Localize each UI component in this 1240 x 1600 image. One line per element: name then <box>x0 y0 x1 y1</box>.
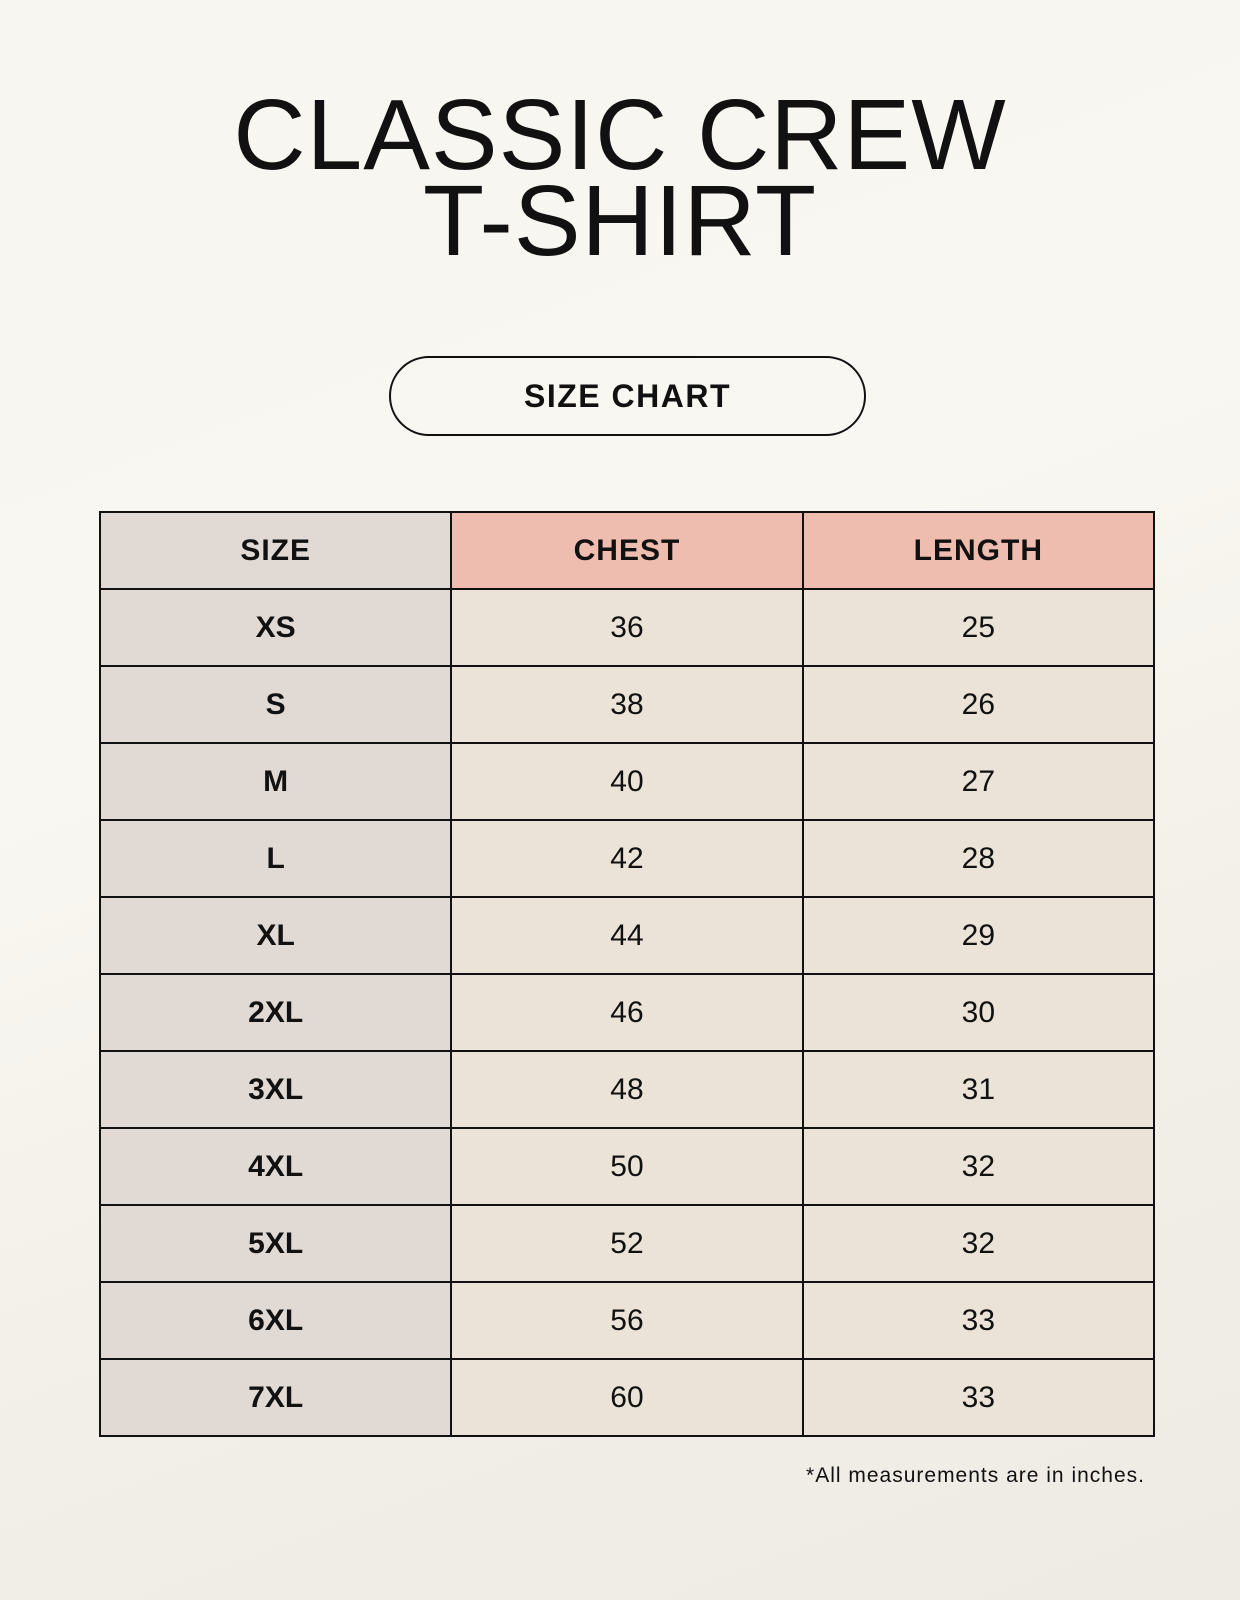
table-header-row: SIZE CHEST LENGTH <box>98 511 1156 590</box>
table-row: 2XL 46 30 <box>98 973 1156 1052</box>
length-cell: 33 <box>801 1358 1156 1437</box>
size-chart-badge: SIZE CHART <box>389 356 866 436</box>
chest-cell: 42 <box>450 819 804 898</box>
length-cell: 28 <box>801 819 1156 898</box>
table-row: XS 36 25 <box>98 588 1156 667</box>
size-cell: L <box>98 819 453 898</box>
length-cell: 30 <box>801 973 1156 1052</box>
size-cell: XL <box>98 896 453 975</box>
chest-cell: 46 <box>450 973 804 1052</box>
size-cell: M <box>98 742 453 821</box>
size-cell: XS <box>98 588 453 667</box>
size-cell: 7XL <box>98 1358 453 1437</box>
table-row: 3XL 48 31 <box>98 1050 1156 1129</box>
size-table: SIZE CHEST LENGTH XS 36 25 S 38 26 M 40 27 L 42 28 X… <box>98 511 1156 1437</box>
table-row: 5XL 52 32 <box>98 1204 1156 1283</box>
header-chest: CHEST <box>450 511 804 590</box>
chest-cell: 56 <box>450 1281 804 1360</box>
chest-cell: 38 <box>450 665 804 744</box>
length-cell: 32 <box>801 1127 1156 1206</box>
length-cell: 26 <box>801 665 1156 744</box>
length-cell: 27 <box>801 742 1156 821</box>
footnote: *All measurements are in inches. <box>806 1464 1145 1487</box>
table-row: L 42 28 <box>98 819 1156 898</box>
length-cell: 31 <box>801 1050 1156 1129</box>
chest-cell: 44 <box>450 896 804 975</box>
table-row: 4XL 50 32 <box>98 1127 1156 1206</box>
title-line-2: T-SHIRT <box>422 165 818 277</box>
size-cell: 2XL <box>98 973 453 1052</box>
header-length: LENGTH <box>801 511 1156 590</box>
length-cell: 32 <box>801 1204 1156 1283</box>
title-line-1: CLASSIC CREW <box>233 79 1007 191</box>
table-row: S 38 26 <box>98 665 1156 744</box>
header-size: SIZE <box>98 511 453 590</box>
length-cell: 25 <box>801 588 1156 667</box>
table-row: 6XL 56 33 <box>98 1281 1156 1360</box>
size-cell: S <box>98 665 453 744</box>
size-cell: 3XL <box>98 1050 453 1129</box>
chest-cell: 40 <box>450 742 804 821</box>
size-cell: 4XL <box>98 1127 453 1206</box>
chest-cell: 50 <box>450 1127 804 1206</box>
chest-cell: 60 <box>450 1358 804 1437</box>
size-cell: 6XL <box>98 1281 453 1360</box>
page-title: CLASSIC CREW T-SHIRT <box>0 79 1240 277</box>
table-row: M 40 27 <box>98 742 1156 821</box>
length-cell: 29 <box>801 896 1156 975</box>
table-row: 7XL 60 33 <box>98 1358 1156 1437</box>
length-cell: 33 <box>801 1281 1156 1360</box>
size-cell: 5XL <box>98 1204 453 1283</box>
chest-cell: 36 <box>450 588 804 667</box>
chest-cell: 52 <box>450 1204 804 1283</box>
table-row: XL 44 29 <box>98 896 1156 975</box>
chest-cell: 48 <box>450 1050 804 1129</box>
